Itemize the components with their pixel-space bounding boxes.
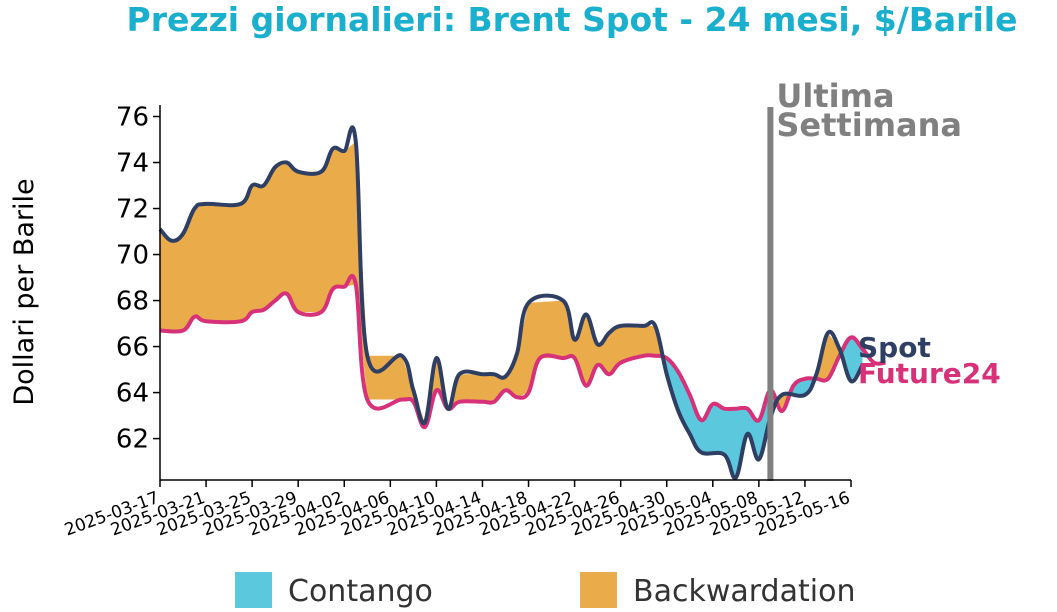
spot-line [158,125,865,480]
y-tick-label: 70 [116,241,149,271]
legend-swatch-backwardation [580,572,617,608]
y-tick-label: 72 [116,195,149,225]
annotation-line-1: Ultima [776,77,894,115]
annotation-line-2: Settimana [776,106,962,144]
future24-label: Future24 [858,357,1001,390]
backwardation-area [160,142,664,427]
future24-line [159,274,886,430]
contango-area [841,337,863,381]
y-tick-label: 64 [116,379,149,409]
legend-label-backwardation: Backwardation [633,574,855,609]
spot-label: Spot [858,331,931,364]
legend-swatch-contango [235,572,272,608]
legend-label-contango: Contango [288,574,433,609]
spread-areas [160,142,863,477]
series-lines [158,125,886,480]
contango-area [663,357,779,477]
backwardation-area [814,333,842,379]
chart-title: Prezzi giornalieri: Brent Spot - 24 mesi… [127,0,1018,39]
y-tick-label: 66 [116,333,149,363]
y-tick-label: 68 [116,287,149,317]
legend: Contango Backwardation [235,572,855,609]
y-tick-label: 74 [116,149,149,179]
y-tick-label: 62 [116,425,149,455]
contango-area [789,377,815,395]
y-axis-label: Dollari per Barile [9,178,40,405]
y-tick-label: 76 [116,103,149,133]
